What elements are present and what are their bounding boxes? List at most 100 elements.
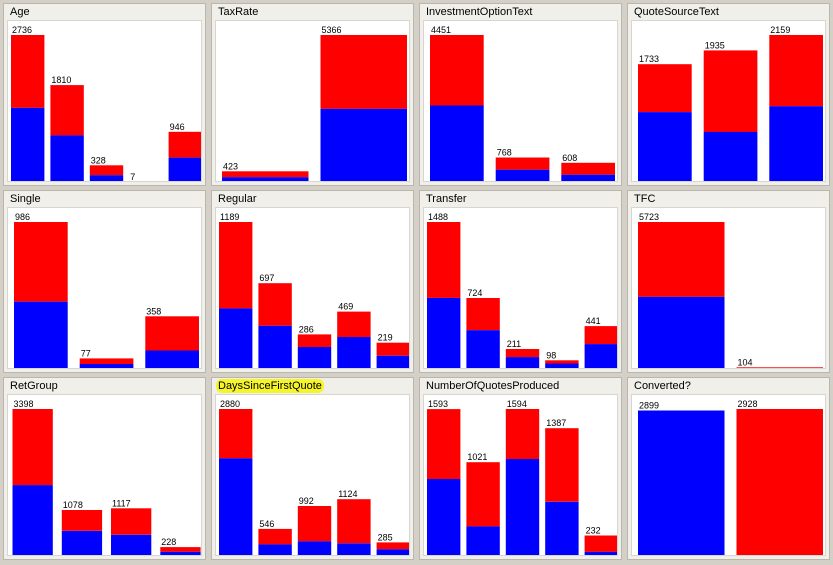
bar-upper-segment [111,508,152,535]
bar-upper-segment [50,85,84,136]
bar-upper-segment [703,50,758,132]
bar-value-label: 441 [586,316,601,326]
bar-value-label: 1810 [51,75,71,85]
bar-lower-segment [638,112,692,181]
bar-upper-segment [89,165,124,176]
bar-chart-svg: 1189 697 286 469 219 [219,212,409,368]
bar-value-label: 1387 [546,418,566,428]
bar-value-label: 211 [507,339,521,349]
bar-value-label: 546 [259,519,274,529]
plot-area: 986 77 358 [7,207,202,369]
bar-value-label: 328 [91,155,106,165]
bar-chart-svg: 1488 724 211 98 441 [427,212,617,368]
bar-lower-segment [12,485,53,555]
bar-value-label: 608 [562,153,577,163]
bar-lower-segment [376,549,409,555]
bar-chart-svg: 2736 1810 328 7 946 [11,25,201,181]
chart-title[interactable]: Single [10,193,41,205]
bar-upper-segment [561,162,615,175]
bar-lower-segment [703,131,758,181]
bar-upper-segment [376,342,409,356]
bar-lower-segment [11,107,45,181]
chart-title[interactable]: Converted? [634,380,691,392]
bar-value-label: 5723 [639,212,659,222]
chart-title[interactable]: Regular [218,193,257,205]
bar-upper-segment [14,222,68,302]
bar-upper-segment [297,506,332,542]
bar-upper-segment [466,298,500,331]
chart-title[interactable]: TFC [634,193,656,205]
bar-value-label: 1594 [507,399,527,409]
bar-lower-segment [14,301,68,368]
bar-chart-svg: 5723 104 [638,212,823,368]
bar-chart-svg: 2880 546 992 1124 285 [219,399,409,555]
bar-lower-segment [145,350,199,368]
chart-panel-taxrate: TaxRate 423 5366 [211,3,414,186]
chart-panel-age: Age 2736 1810 328 7 946 [3,3,206,186]
bar-value-label: 724 [467,288,482,298]
plot-area: 2736 1810 328 7 946 [7,20,202,182]
bar-lower-segment [495,169,550,181]
chart-title[interactable]: Transfer [426,193,467,205]
bar-upper-segment [638,222,725,297]
bar-upper-segment [736,409,823,555]
bar-chart-svg: 1733 1935 2159 [638,25,823,181]
bar-chart-svg: 986 77 358 [14,212,199,368]
bar-value-label: 285 [378,532,393,542]
chart-title[interactable]: QuoteSourceText [634,6,719,18]
bar-value-label: 358 [146,306,161,316]
plot-area: 3398 1078 1117 228 [7,394,202,556]
plot-area: 1733 1935 2159 [631,20,826,182]
bar-value-label: 2928 [738,399,758,409]
bar-upper-segment [222,171,309,178]
bar-lower-segment [427,479,461,555]
bar-value-label: 5366 [322,25,342,35]
bar-value-label: 469 [338,302,353,312]
bar-upper-segment [168,131,201,158]
bar-lower-segment [427,297,461,368]
bar-lower-segment [222,177,309,181]
bar-upper-segment [376,542,409,550]
bar-upper-segment [495,157,550,170]
bar-upper-segment [584,535,617,552]
bar-lower-segment [376,355,409,368]
chart-panel-regular: Regular 1189 697 286 469 219 [211,190,414,373]
bar-value-label: 104 [738,357,753,367]
bar-lower-segment [219,458,253,555]
bar-lower-segment [337,337,371,368]
plot-area: 1488 724 211 98 441 [423,207,618,369]
bar-upper-segment [12,409,53,486]
bar-value-label: 1189 [220,212,239,222]
bar-lower-segment [297,347,332,368]
chart-title[interactable]: RetGroup [10,380,58,392]
chart-title[interactable]: DaysSinceFirstQuote [216,379,324,393]
bar-value-label: 228 [161,537,176,547]
chart-title[interactable]: NumberOfQuotesProduced [426,380,560,392]
bar-lower-segment [561,174,615,181]
bar-value-label: 2880 [220,399,240,409]
chart-panel-single: Single 986 77 358 [3,190,206,373]
bar-upper-segment [545,428,579,502]
bar-lower-segment [50,135,84,181]
bar-upper-segment [505,349,540,358]
bar-lower-segment [638,296,725,368]
chart-title[interactable]: InvestmentOptionText [426,6,533,18]
bar-chart-svg: 4451 768 608 [430,25,615,181]
bar-upper-segment [430,35,484,106]
bar-value-label: 986 [15,212,30,222]
bar-value-label: 1935 [705,40,725,50]
bar-upper-segment [584,326,617,345]
bar-value-label: 1078 [63,500,83,510]
bar-value-label: 219 [378,333,393,343]
chart-title[interactable]: TaxRate [218,6,259,18]
bar-lower-segment [545,501,579,555]
bar-value-label: 1593 [428,399,448,409]
bar-upper-segment [145,316,199,351]
bar-upper-segment [258,283,292,326]
bar-value-label: 768 [497,148,512,158]
bar-upper-segment [638,64,692,112]
chart-panel-transfer: Transfer 1488 724 211 98 441 [419,190,622,373]
chart-panel-investmentoptiontext: InvestmentOptionText 4451 768 608 [419,3,622,186]
chart-panel-dayssincefirstquote: DaysSinceFirstQuote 2880 546 992 1124 285 [211,377,414,560]
chart-title[interactable]: Age [10,6,30,18]
